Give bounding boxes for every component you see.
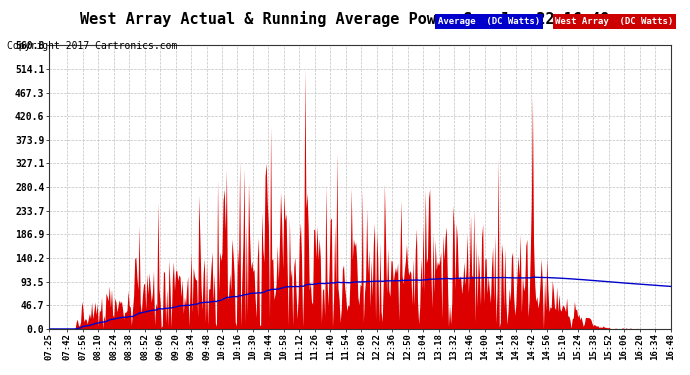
Text: Average  (DC Watts): Average (DC Watts) [438,17,540,26]
Text: West Array Actual & Running Average Power Sun Jan 22 16:48: West Array Actual & Running Average Powe… [80,11,610,27]
Text: Copyright 2017 Cartronics.com: Copyright 2017 Cartronics.com [7,41,177,51]
Text: West Array  (DC Watts): West Array (DC Watts) [555,17,673,26]
